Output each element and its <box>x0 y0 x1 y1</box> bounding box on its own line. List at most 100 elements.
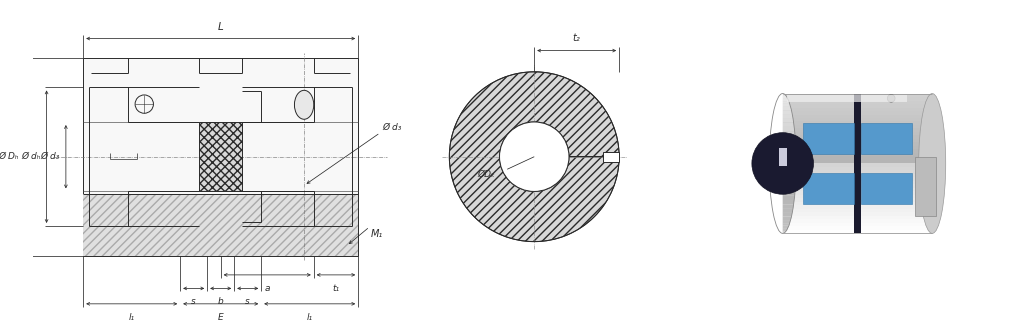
Bar <box>783 142 932 146</box>
Text: s: s <box>191 297 196 306</box>
Bar <box>783 195 932 198</box>
Text: Ø d₃: Ø d₃ <box>383 123 402 132</box>
Bar <box>783 94 932 97</box>
Polygon shape <box>783 104 791 107</box>
Polygon shape <box>783 174 796 180</box>
Bar <box>783 111 932 114</box>
Polygon shape <box>783 195 795 200</box>
Bar <box>803 123 854 154</box>
Ellipse shape <box>295 90 314 119</box>
Polygon shape <box>783 185 796 190</box>
Bar <box>783 184 932 188</box>
Bar <box>783 209 932 213</box>
Polygon shape <box>783 226 789 228</box>
Text: l₁: l₁ <box>307 313 313 321</box>
Polygon shape <box>783 101 790 104</box>
Bar <box>783 167 932 171</box>
Circle shape <box>752 133 813 194</box>
Bar <box>783 150 932 153</box>
Bar <box>83 194 358 255</box>
Bar <box>779 148 787 166</box>
Bar <box>783 156 932 160</box>
Polygon shape <box>783 169 796 174</box>
Bar <box>783 129 932 132</box>
Polygon shape <box>783 223 790 226</box>
Polygon shape <box>783 200 794 204</box>
Polygon shape <box>783 230 787 232</box>
Polygon shape <box>783 142 796 147</box>
Polygon shape <box>783 96 787 97</box>
Bar <box>783 174 932 177</box>
Polygon shape <box>783 122 794 127</box>
Text: l₁: l₁ <box>129 313 135 321</box>
Bar <box>783 125 932 129</box>
Bar <box>783 139 932 142</box>
Bar <box>783 132 932 135</box>
Text: s: s <box>246 297 250 306</box>
Bar <box>783 188 932 192</box>
Polygon shape <box>783 137 796 142</box>
Polygon shape <box>783 110 792 114</box>
Polygon shape <box>783 163 796 169</box>
Text: E: E <box>218 313 224 321</box>
Text: Ø Dₕ: Ø Dₕ <box>0 152 18 161</box>
Bar <box>83 58 358 255</box>
Text: Ø d₃: Ø d₃ <box>41 152 60 161</box>
Bar <box>783 219 932 223</box>
Bar <box>783 198 932 202</box>
Ellipse shape <box>919 94 945 234</box>
Bar <box>603 152 619 162</box>
Bar <box>783 171 932 174</box>
Bar <box>783 205 932 209</box>
Polygon shape <box>783 132 795 137</box>
Polygon shape <box>783 114 793 118</box>
Bar <box>783 108 932 111</box>
Bar <box>803 173 854 204</box>
Polygon shape <box>783 97 788 99</box>
Text: a: a <box>265 284 270 293</box>
Bar <box>783 160 932 163</box>
Polygon shape <box>783 228 788 230</box>
Polygon shape <box>783 127 795 132</box>
Polygon shape <box>783 190 795 195</box>
Polygon shape <box>783 213 792 217</box>
Polygon shape <box>783 107 792 110</box>
Bar <box>783 230 932 234</box>
Bar <box>783 223 932 226</box>
Bar <box>783 153 932 156</box>
Bar <box>783 226 932 230</box>
Bar <box>783 97 932 100</box>
Bar <box>783 121 932 125</box>
Polygon shape <box>783 217 792 220</box>
Polygon shape <box>783 209 793 213</box>
Bar <box>860 123 911 154</box>
Bar <box>854 94 860 234</box>
Polygon shape <box>783 99 789 101</box>
Bar <box>199 122 242 191</box>
Polygon shape <box>783 220 791 223</box>
Text: ØDₖ: ØDₖ <box>478 170 496 179</box>
Text: b: b <box>218 297 224 306</box>
Bar <box>783 100 932 104</box>
Bar <box>783 146 932 150</box>
Bar <box>783 202 932 205</box>
Bar <box>860 173 911 204</box>
Text: Ø dₕ: Ø dₕ <box>21 152 41 161</box>
Text: M₁: M₁ <box>370 229 383 239</box>
Bar <box>788 96 907 102</box>
Bar <box>783 192 932 195</box>
Bar <box>783 213 932 216</box>
Bar <box>783 114 932 118</box>
Polygon shape <box>783 147 796 152</box>
Text: L: L <box>218 22 224 32</box>
Polygon shape <box>449 72 619 242</box>
Bar <box>783 135 932 139</box>
Polygon shape <box>783 158 796 163</box>
Polygon shape <box>783 94 786 96</box>
Circle shape <box>499 122 569 192</box>
Text: t₁: t₁ <box>332 284 340 293</box>
Text: t₂: t₂ <box>573 33 581 43</box>
Bar <box>783 118 932 121</box>
Bar <box>783 181 932 184</box>
Bar <box>783 163 932 167</box>
